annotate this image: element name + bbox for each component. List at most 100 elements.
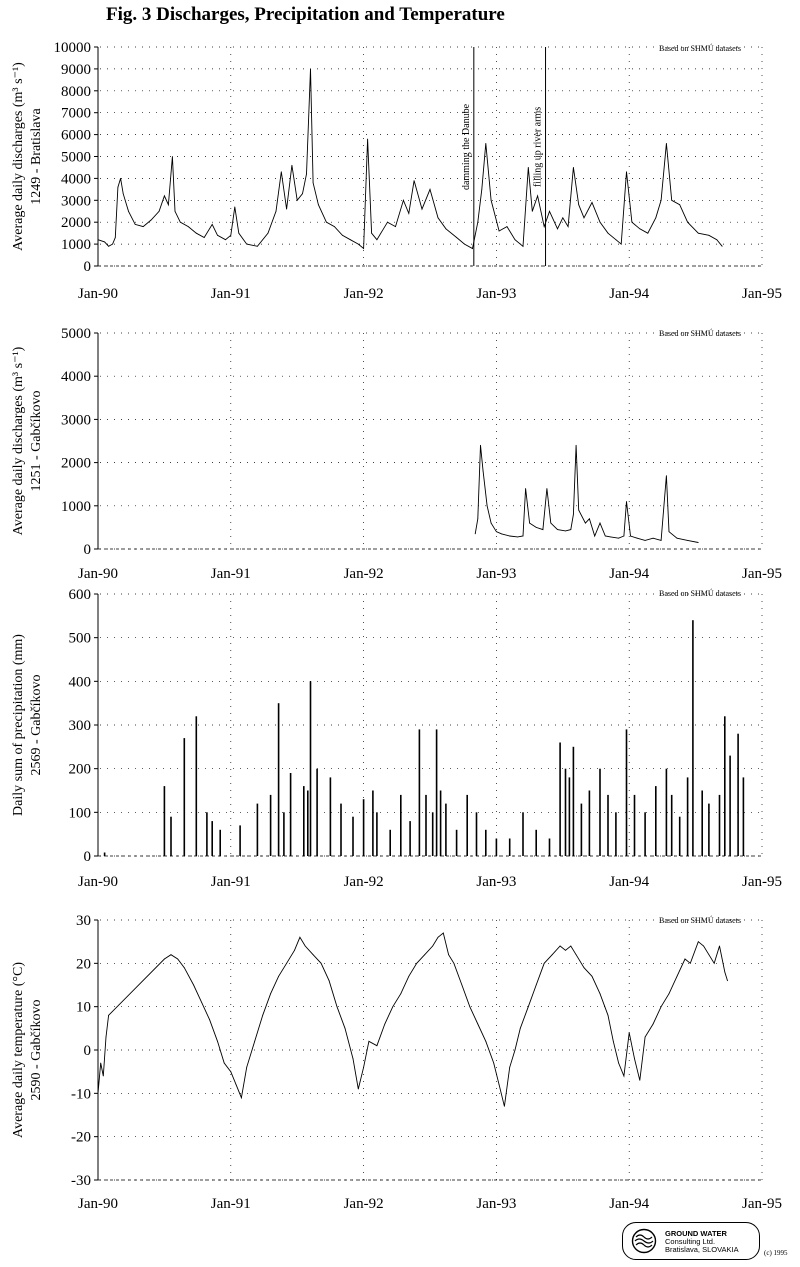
precipitation-bar — [206, 812, 208, 856]
precipitation-bar — [219, 829, 221, 856]
data-point — [687, 540, 688, 541]
x-tick-label: Jan-95 — [742, 874, 782, 890]
data-point — [599, 993, 601, 995]
data-point — [559, 945, 561, 947]
data-point — [485, 143, 487, 144]
logo-company-location: Bratislava, SLOVAKIA — [665, 1245, 739, 1254]
precipitation-bar — [535, 829, 537, 856]
precipitation-bar — [389, 829, 391, 856]
data-point — [522, 535, 524, 537]
data-point — [230, 234, 232, 236]
data-point — [543, 962, 545, 964]
data-point — [697, 542, 699, 543]
precipitation-bar — [372, 790, 374, 856]
data-point — [357, 243, 359, 245]
precipitation-bar — [615, 812, 617, 856]
data-point — [342, 234, 343, 236]
chart-panel-4: -30 -20 -10 0 10 20 30 Jan-90 Jan-91 Jan-92 Jan-93… — [11, 913, 782, 1212]
data-point — [628, 1032, 630, 1034]
data-point — [615, 239, 617, 241]
data-point — [120, 178, 121, 179]
data-point — [464, 243, 465, 245]
data-point — [183, 967, 185, 969]
data-point — [623, 535, 625, 537]
y-axis-label: Average daily discharges (m³ s⁻¹) — [11, 346, 26, 535]
x-tick-label: Jan-92 — [344, 1196, 384, 1212]
y-axis-label-station: 2569 - Gabčíkovo — [29, 674, 44, 775]
data-point — [217, 234, 218, 236]
precipitation-bar — [607, 794, 609, 856]
x-tick-label: Jan-90 — [78, 1196, 118, 1212]
data-point — [482, 470, 484, 472]
precipitation-bar — [644, 812, 646, 856]
data-point — [100, 1062, 102, 1064]
precipitation-bar — [316, 768, 318, 856]
data-point — [607, 232, 609, 234]
company-logo: GROUND WATER Consulting Ltd. Bratislava,… — [622, 1222, 760, 1260]
data-point — [671, 199, 673, 201]
data-point — [668, 993, 670, 995]
source-note: Based on SHMÚ datasets — [659, 328, 741, 338]
precipitation-bar — [718, 794, 721, 856]
data-point — [408, 975, 410, 977]
data-point — [708, 954, 710, 956]
data-point — [472, 248, 473, 249]
data-point — [102, 1075, 104, 1077]
figure-title: Fig. 3 Discharges, Precipitation and Tem… — [106, 4, 505, 25]
x-tick-label: Jan-91 — [211, 1196, 251, 1212]
y-tick-label: 500 — [69, 631, 92, 647]
data-point — [591, 202, 593, 203]
y-axis-label: Average daily temperature (°C) — [11, 962, 26, 1138]
data-point — [535, 984, 537, 986]
y-tick-label: 3000 — [61, 412, 91, 428]
data-point — [108, 1014, 109, 1016]
chart-panel-3: 0 100 200 300 400 500 600 Jan-90 Jan-91 Jan-92 Jan… — [11, 587, 782, 890]
precipitation-bar — [559, 742, 561, 856]
data-point — [634, 1058, 635, 1060]
data-point — [112, 243, 113, 245]
data-point — [164, 195, 165, 197]
data-point — [531, 210, 533, 212]
data-point — [591, 975, 593, 977]
x-tick-label: Jan-90 — [78, 874, 118, 890]
data-point — [504, 1105, 505, 1107]
data-point — [267, 232, 269, 234]
data-point — [442, 932, 444, 934]
precipitation-bar — [211, 821, 213, 856]
data-point — [557, 529, 558, 530]
data-point — [320, 962, 322, 964]
y-tick-label: 0 — [84, 1043, 92, 1059]
data-point — [599, 221, 601, 223]
data-point — [567, 226, 569, 228]
series-line-1 — [474, 445, 699, 543]
precipitation-bar — [625, 729, 628, 856]
precipitation-bar — [588, 790, 591, 856]
y-tick-label: 1000 — [61, 237, 91, 253]
precipitation-bar — [309, 681, 312, 856]
data-point — [177, 958, 179, 960]
y-tick-label: 400 — [69, 674, 92, 690]
data-point — [310, 68, 311, 70]
precipitation-bar — [548, 838, 551, 856]
precipitation-bar — [163, 786, 166, 856]
precipitation-bar — [103, 852, 106, 856]
data-point — [142, 226, 144, 228]
x-tick-label: Jan-93 — [476, 566, 516, 582]
data-point — [550, 522, 552, 524]
y-axis-label-station: 1249 - Bratislava — [29, 108, 44, 205]
data-point — [170, 954, 172, 956]
data-point — [666, 143, 667, 144]
data-point — [689, 962, 691, 964]
y-axis-label: Daily sum of precipitation (mm) — [11, 634, 26, 816]
data-point — [217, 1040, 218, 1042]
data-point — [392, 1006, 394, 1008]
x-tick-label: Jan-90 — [78, 286, 118, 302]
data-point — [546, 488, 548, 489]
data-point — [174, 210, 176, 212]
precipitation-bar — [303, 786, 305, 856]
data-point — [583, 967, 585, 969]
data-point — [527, 167, 529, 168]
y-tick-label: 6000 — [61, 128, 91, 144]
data-point — [363, 1066, 364, 1068]
data-point — [697, 232, 699, 234]
